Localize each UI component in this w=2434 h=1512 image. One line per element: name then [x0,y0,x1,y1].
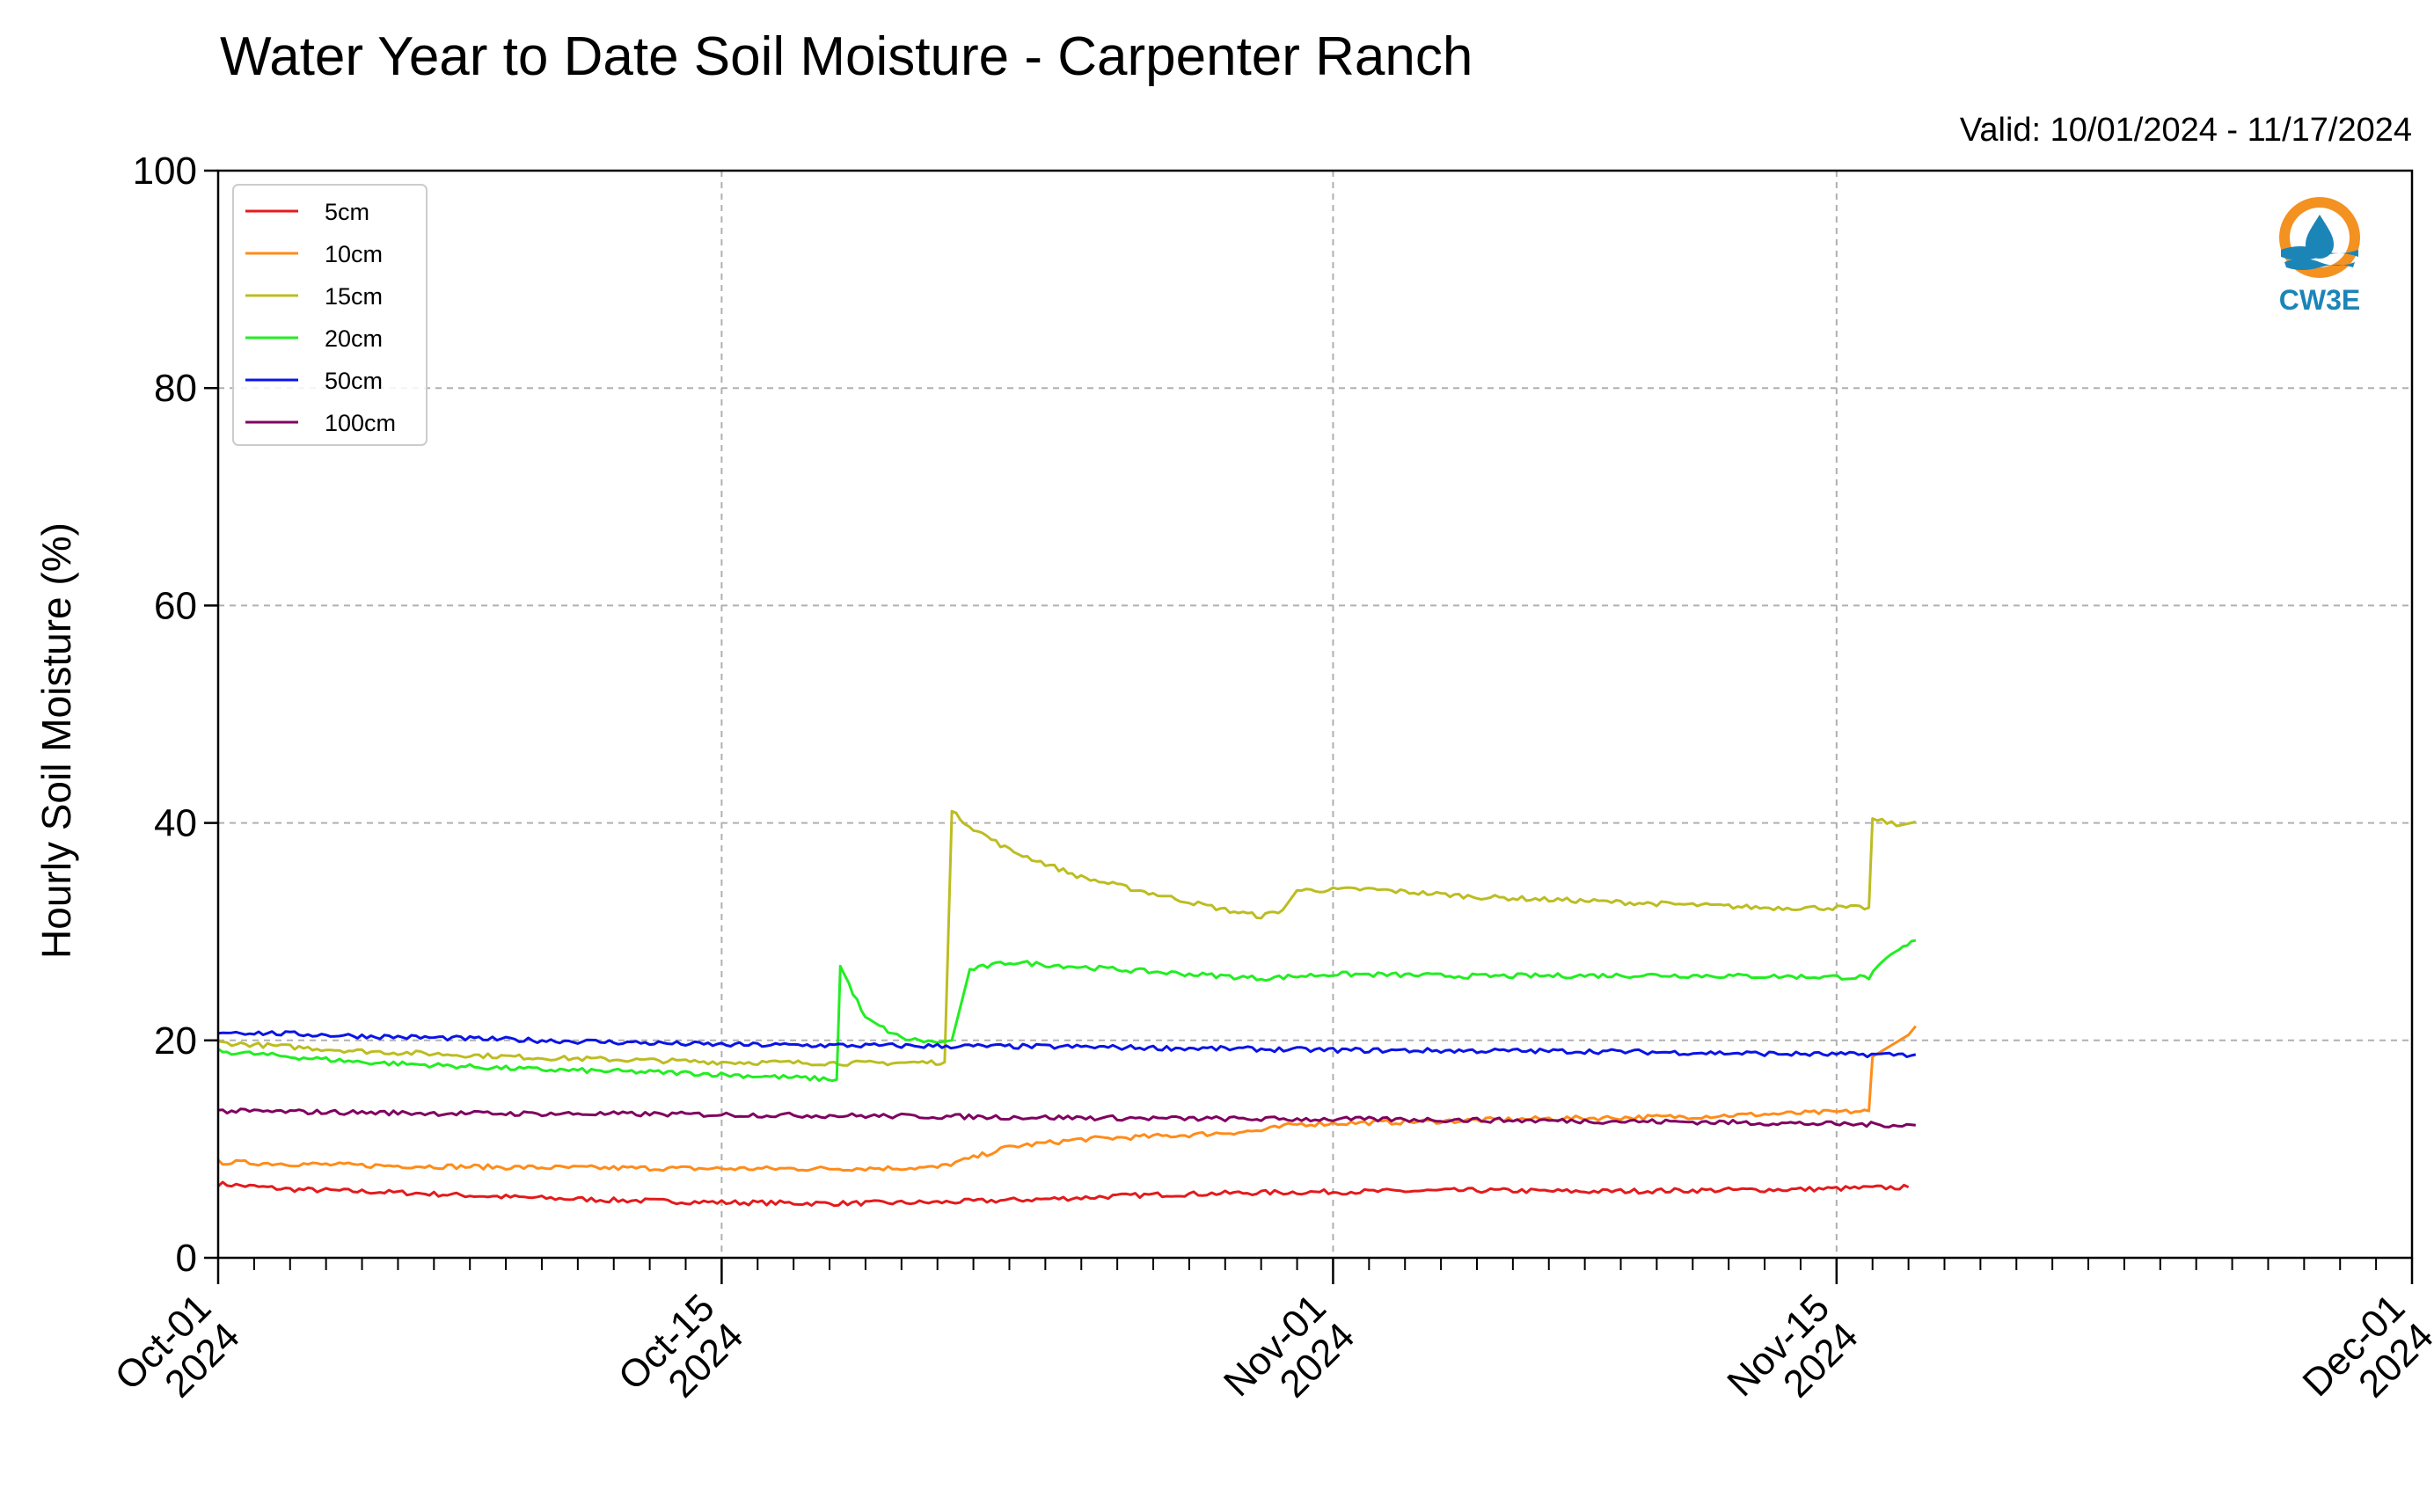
y-tick-label: 100 [133,150,197,193]
y-tick-label: 80 [154,367,197,410]
series-line-5cm [216,1180,1910,1208]
cw3e-logo: CW3E [2279,197,2360,316]
wave-icon [2281,246,2358,260]
legend-label: 5cm [325,199,369,225]
y-tick-label: 60 [154,584,197,627]
series-lines [216,809,1917,1208]
grid-lines [218,171,2412,1258]
plot-frame [216,169,2414,1260]
legend-label: 50cm [325,368,383,394]
y-axis-label: Hourly Soil Moisture (%) [33,522,79,959]
y-tick-label: 20 [154,1019,197,1063]
series-line-20cm [217,939,1917,1083]
legend-label: 100cm [325,410,396,436]
legend-label: 10cm [325,241,383,267]
legend-label: 15cm [325,283,383,310]
series-line-15cm [217,809,1917,1067]
water-drop-icon [2306,215,2334,259]
chart-title: Water Year to Date Soil Moisture - Carpe… [220,26,1473,87]
y-tick-label: 0 [176,1237,197,1280]
series-line-10cm [216,1025,1917,1172]
y-axis-ticks: 0 20 40 60 80 100 [133,150,218,1280]
logo-text: CW3E [2279,284,2360,316]
chart-subtitle: Valid: 10/01/2024 - 11/17/2024 [1960,112,2412,149]
series-line-50cm [217,1030,1917,1059]
legend-label: 20cm [325,325,383,352]
series-line-100cm [217,1107,1916,1129]
y-tick-label: 40 [154,802,197,845]
legend: 5cm 10cm 15cm 20cm 50cm 100cm [232,184,428,446]
